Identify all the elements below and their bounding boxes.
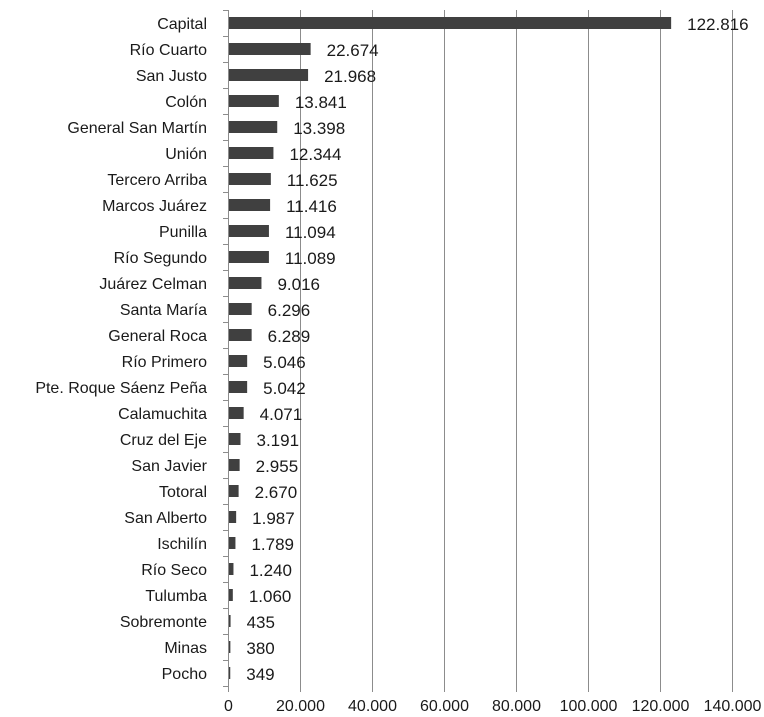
- data-label: 13.398: [293, 119, 345, 138]
- bar: [229, 433, 241, 445]
- bars: [229, 17, 672, 679]
- category-label: Calamuchita: [118, 406, 207, 423]
- data-label: 122.816: [687, 15, 748, 34]
- bar: [229, 537, 236, 549]
- data-label: 380: [246, 639, 274, 658]
- data-label: 1.789: [251, 535, 294, 554]
- category-label: Pocho: [162, 666, 207, 683]
- x-tick-label: 140.000: [704, 698, 762, 715]
- bar: [229, 459, 240, 471]
- category-label: General San Martín: [67, 120, 207, 137]
- bar: [229, 355, 248, 367]
- bar: [229, 17, 672, 29]
- category-label: Capital: [157, 16, 207, 33]
- data-label: 21.968: [324, 67, 376, 86]
- data-label: 13.841: [295, 93, 347, 112]
- bar: [229, 147, 274, 159]
- data-label: 349: [246, 665, 274, 684]
- data-label: 11.094: [285, 223, 336, 242]
- bar: [229, 667, 231, 679]
- bar: [229, 277, 262, 289]
- category-label: Juárez Celman: [99, 276, 207, 293]
- category-label: Marcos Juárez: [102, 198, 207, 215]
- bar: [229, 615, 231, 627]
- data-label: 11.416: [286, 197, 337, 216]
- category-label: Cruz del Eje: [120, 432, 207, 449]
- x-tick-labels: 0 20.000 40.000 60.000 80.000 100.000 120.000 1…: [224, 698, 761, 715]
- category-label: Río Primero: [122, 354, 207, 371]
- data-label: 3.191: [256, 431, 299, 450]
- x-tick-label: 0: [224, 698, 233, 715]
- data-label: 12.344: [289, 145, 341, 164]
- data-label: 2.955: [256, 457, 299, 476]
- bar: [229, 225, 269, 237]
- category-label: Sobremonte: [120, 614, 207, 631]
- x-tick-label: 60.000: [420, 698, 469, 715]
- bar: [229, 303, 252, 315]
- x-tick-label: 80.000: [492, 698, 541, 715]
- category-label: Totoral: [159, 484, 207, 501]
- bar: [229, 381, 248, 393]
- category-label: Punilla: [159, 224, 207, 241]
- bar: [229, 563, 234, 575]
- category-label: Minas: [164, 640, 207, 657]
- bar: [229, 641, 231, 653]
- category-labels: Capital Río Cuarto San Justo Colón General S…: [35, 16, 207, 683]
- category-label: Río Cuarto: [130, 42, 207, 59]
- bar: [229, 69, 309, 81]
- data-label: 11.089: [285, 249, 336, 268]
- category-label: Río Segundo: [114, 250, 208, 267]
- bar: [229, 407, 244, 419]
- data-label: 4.071: [260, 405, 303, 424]
- category-label: Río Seco: [141, 562, 207, 579]
- category-label: Tulumba: [145, 588, 207, 605]
- x-tick-label: 120.000: [632, 698, 690, 715]
- category-label: General Roca: [108, 328, 207, 345]
- category-label: San Alberto: [124, 510, 207, 527]
- category-label: Tercero Arriba: [107, 172, 207, 189]
- bar: [229, 589, 233, 601]
- data-label: 1.060: [249, 587, 292, 606]
- data-label: 435: [247, 613, 275, 632]
- data-label: 9.016: [277, 275, 320, 294]
- category-label: Santa María: [120, 302, 207, 319]
- category-label: Unión: [165, 146, 207, 163]
- data-label: 5.042: [263, 379, 306, 398]
- data-label: 1.987: [252, 509, 295, 528]
- data-label: 11.625: [287, 171, 338, 190]
- category-label: San Javier: [131, 458, 207, 475]
- category-label: Colón: [165, 94, 207, 111]
- bar: [229, 511, 237, 523]
- category-label: Ischilín: [157, 536, 207, 553]
- bar: [229, 43, 311, 55]
- category-label: Pte. Roque Sáenz Peña: [35, 380, 207, 397]
- bar: [229, 173, 271, 185]
- x-tick-label: 40.000: [348, 698, 397, 715]
- grid-lines: [300, 10, 733, 692]
- category-label: San Justo: [136, 68, 207, 85]
- data-label: 1.240: [249, 561, 292, 580]
- x-tick-label: 20.000: [276, 698, 325, 715]
- data-label: 6.289: [268, 327, 311, 346]
- data-label: 6.296: [268, 301, 311, 320]
- bar: [229, 329, 252, 341]
- bar: [229, 251, 269, 263]
- bar: [229, 199, 271, 211]
- data-label: 2.670: [255, 483, 298, 502]
- axes: [223, 10, 229, 692]
- data-label: 5.046: [263, 353, 306, 372]
- data-labels: 122.816 22.674 21.968 13.841 13.398 12.344 11.…: [246, 15, 748, 684]
- bar: [229, 95, 279, 107]
- x-tick-label: 100.000: [560, 698, 618, 715]
- bar: [229, 485, 239, 497]
- data-label: 22.674: [327, 41, 379, 60]
- bar: [229, 121, 278, 133]
